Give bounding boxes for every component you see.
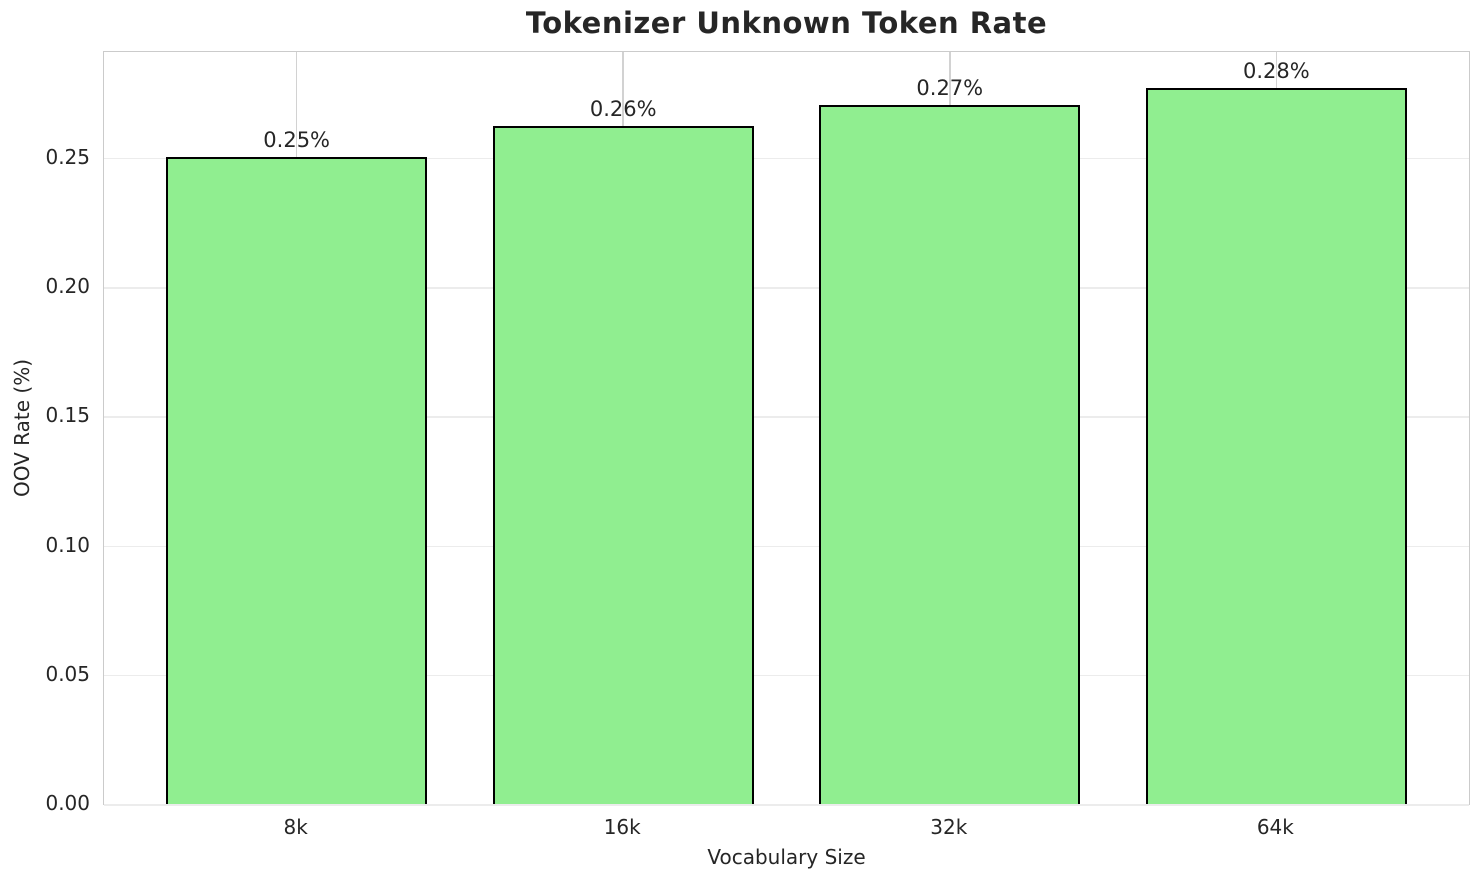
y-tick-label: 0.15 bbox=[45, 403, 90, 428]
x-tick-label: 64k bbox=[1256, 815, 1294, 839]
horizontal-gridline bbox=[104, 674, 1469, 677]
horizontal-gridline bbox=[104, 545, 1469, 548]
bar-value-label: 0.28% bbox=[1242, 59, 1310, 84]
plot-area: 0.25% 0.26% 0.27% 0.28% bbox=[103, 51, 1470, 806]
x-tick-label: 32k bbox=[930, 815, 968, 839]
x-tick-label: 8k bbox=[283, 815, 308, 839]
horizontal-gridline bbox=[104, 416, 1469, 418]
x-tick-labels: 8k 16k 32k 64k bbox=[103, 815, 1470, 843]
y-tick-label: 0.25 bbox=[45, 144, 90, 169]
bar-value-label: 0.26% bbox=[589, 96, 657, 121]
horizontal-gridline bbox=[104, 287, 1469, 289]
x-axis-label: Vocabulary Size bbox=[707, 845, 866, 869]
bar-value-label: 0.25% bbox=[263, 127, 331, 152]
chart-title: Tokenizer Unknown Token Rate bbox=[525, 6, 1048, 40]
x-tick-label: 16k bbox=[603, 815, 641, 839]
bar bbox=[166, 156, 428, 804]
horizontal-gridline bbox=[104, 804, 1469, 806]
y-tick-label: 0.00 bbox=[45, 791, 90, 815]
y-tick-label: 0.10 bbox=[45, 532, 90, 557]
y-tick-labels: 0.00 0.05 0.10 0.15 0.20 0.25 bbox=[0, 51, 90, 815]
horizontal-gridline bbox=[104, 157, 1469, 160]
bar bbox=[1145, 88, 1407, 804]
y-tick-label: 0.05 bbox=[45, 661, 90, 686]
bar bbox=[492, 125, 754, 804]
bar bbox=[819, 104, 1081, 804]
y-tick-label: 0.20 bbox=[45, 274, 90, 299]
bar-value-label: 0.27% bbox=[916, 75, 984, 100]
